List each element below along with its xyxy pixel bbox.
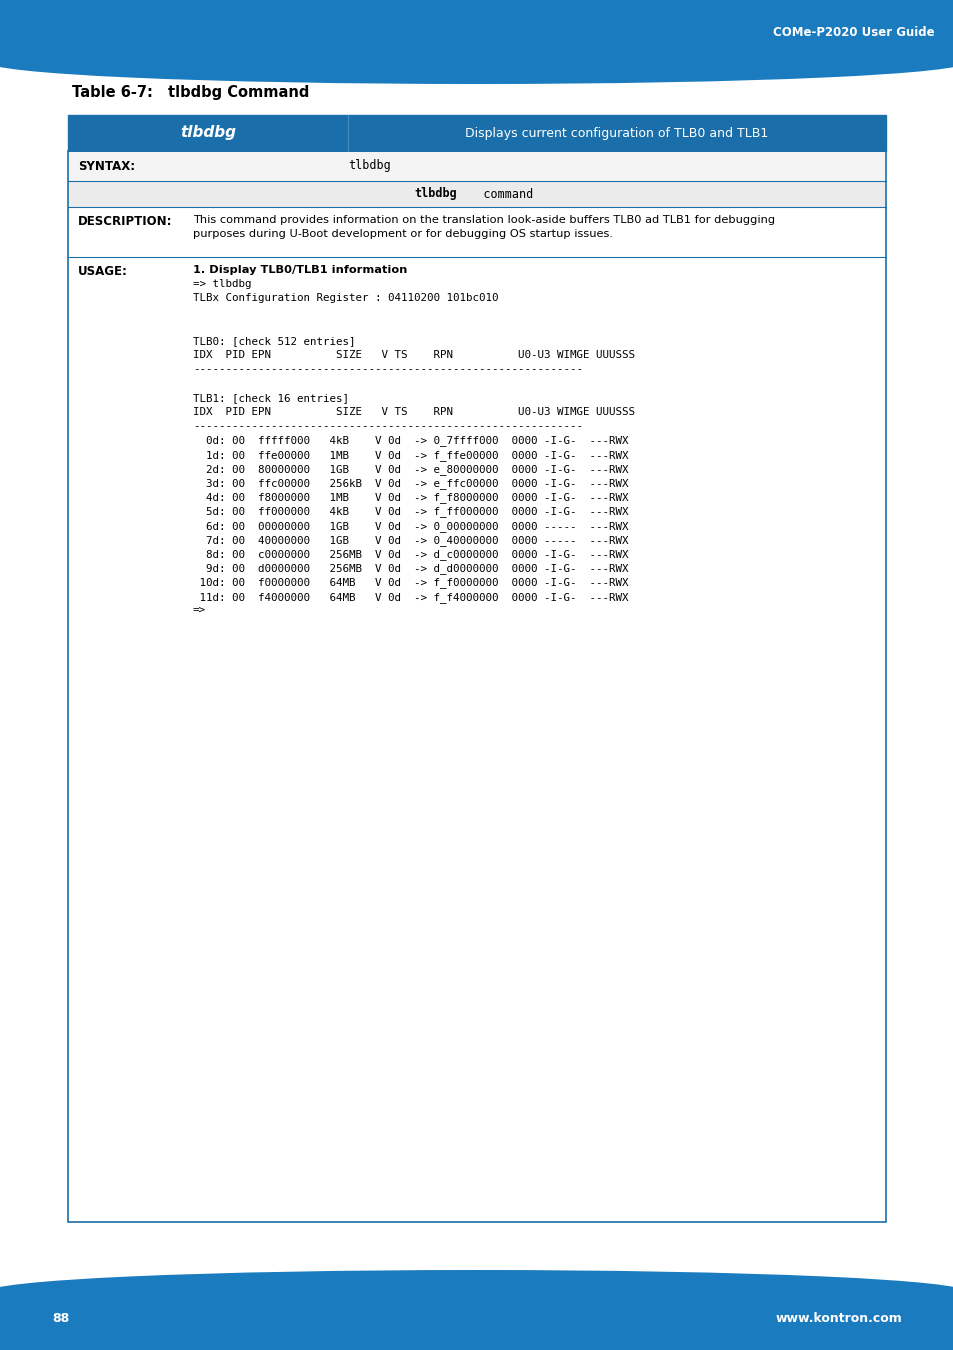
Text: 2d: 00  80000000   1GB    V 0d  -> e_80000000  0000 -I-G-  ---RWX: 2d: 00 80000000 1GB V 0d -> e_80000000 0… [193, 464, 628, 475]
Text: 8d: 00  c0000000   256MB  V 0d  -> d_c0000000  0000 -I-G-  ---RWX: 8d: 00 c0000000 256MB V 0d -> d_c0000000… [193, 549, 628, 560]
Text: tlbdbg: tlbdbg [414, 188, 456, 201]
Text: 11d: 00  f4000000   64MB   V 0d  -> f_f4000000  0000 -I-G-  ---RWX: 11d: 00 f4000000 64MB V 0d -> f_f4000000… [193, 591, 628, 602]
Text: tlbdbg: tlbdbg [348, 159, 391, 173]
Text: 6d: 00  00000000   1GB    V 0d  -> 0_00000000  0000 -----  ---RWX: 6d: 00 00000000 1GB V 0d -> 0_00000000 0… [193, 521, 628, 532]
Text: 1. Display TLB0/TLB1 information: 1. Display TLB0/TLB1 information [193, 265, 407, 275]
Bar [0, 1270, 953, 1292]
Text: 4d: 00  f8000000   1MB    V 0d  -> f_f8000000  0000 -I-G-  ---RWX: 4d: 00 f8000000 1MB V 0d -> f_f8000000 0… [193, 493, 628, 504]
Bar [0, 1292, 953, 1350]
Text: 3d: 00  ffc00000   256kB  V 0d  -> e_ffc00000  0000 -I-G-  ---RWX: 3d: 00 ffc00000 256kB V 0d -> e_ffc00000… [193, 478, 628, 489]
Text: ------------------------------------------------------------: ----------------------------------------… [193, 364, 582, 374]
Text: COMe-P2020 User Guide: COMe-P2020 User Guide [773, 27, 934, 39]
Text: TLBx Configuration Register : 04110200 101bc010: TLBx Configuration Register : 04110200 1… [193, 293, 498, 304]
Text: DESCRIPTION:: DESCRIPTION: [78, 215, 172, 228]
Text: TLB0: [check 512 entries]: TLB0: [check 512 entries] [193, 336, 355, 346]
Text: tlbdbg Command: tlbdbg Command [168, 85, 309, 100]
Bar [69, 151, 884, 181]
Text: This command provides information on the translation look-aside buffers TLB0 ad : This command provides information on the… [193, 215, 774, 225]
Text: Table 6-7:: Table 6-7: [71, 85, 152, 100]
Bar [0, 59, 953, 84]
Text: IDX  PID EPN          SIZE   V TS    RPN          U0-U3 WIMGE UUUSSS: IDX PID EPN SIZE V TS RPN U0-U3 WIMGE UU… [193, 406, 635, 417]
Text: => tlbdbg: => tlbdbg [193, 279, 252, 289]
Text: 10d: 00  f0000000   64MB   V 0d  -> f_f0000000  0000 -I-G-  ---RWX: 10d: 00 f0000000 64MB V 0d -> f_f0000000… [193, 578, 628, 589]
Text: IDX  PID EPN          SIZE   V TS    RPN          U0-U3 WIMGE UUUSSS: IDX PID EPN SIZE V TS RPN U0-U3 WIMGE UU… [193, 350, 635, 360]
Text: 5d: 00  ff000000   4kB    V 0d  -> f_ff000000  0000 -I-G-  ---RWX: 5d: 00 ff000000 4kB V 0d -> f_ff000000 0… [193, 506, 628, 517]
Text: USAGE:: USAGE: [78, 265, 128, 278]
Bar [0, 0, 953, 62]
Text: 1d: 00  ffe00000   1MB    V 0d  -> f_ffe00000  0000 -I-G-  ---RWX: 1d: 00 ffe00000 1MB V 0d -> f_ffe00000 0… [193, 450, 628, 460]
Bar [69, 181, 884, 207]
Bar [68, 151, 885, 1222]
Text: ------------------------------------------------------------: ----------------------------------------… [193, 421, 582, 431]
Bar [68, 115, 885, 151]
Text: SYNTAX:: SYNTAX: [78, 159, 135, 173]
Text: 0d: 00  fffff000   4kB    V 0d  -> 0_7ffff000  0000 -I-G-  ---RWX: 0d: 00 fffff000 4kB V 0d -> 0_7ffff000 0… [193, 436, 628, 447]
Ellipse shape [0, 1270, 953, 1314]
Text: www.kontron.com: www.kontron.com [775, 1311, 901, 1324]
Text: 9d: 00  d0000000   256MB  V 0d  -> d_d0000000  0000 -I-G-  ---RWX: 9d: 00 d0000000 256MB V 0d -> d_d0000000… [193, 563, 628, 574]
Text: purposes during U-Boot development or for debugging OS startup issues.: purposes during U-Boot development or fo… [193, 230, 613, 239]
Text: TLB1: [check 16 entries]: TLB1: [check 16 entries] [193, 393, 349, 402]
Text: =>: => [193, 606, 206, 616]
Ellipse shape [0, 40, 953, 84]
Text: 88: 88 [52, 1311, 70, 1324]
Text: command: command [461, 188, 533, 201]
Text: 7d: 00  40000000   1GB    V 0d  -> 0_40000000  0000 -----  ---RWX: 7d: 00 40000000 1GB V 0d -> 0_40000000 0… [193, 535, 628, 545]
Text: tlbdbg: tlbdbg [180, 126, 235, 140]
Text: Displays current configuration of TLB0 and TLB1: Displays current configuration of TLB0 a… [465, 127, 768, 139]
